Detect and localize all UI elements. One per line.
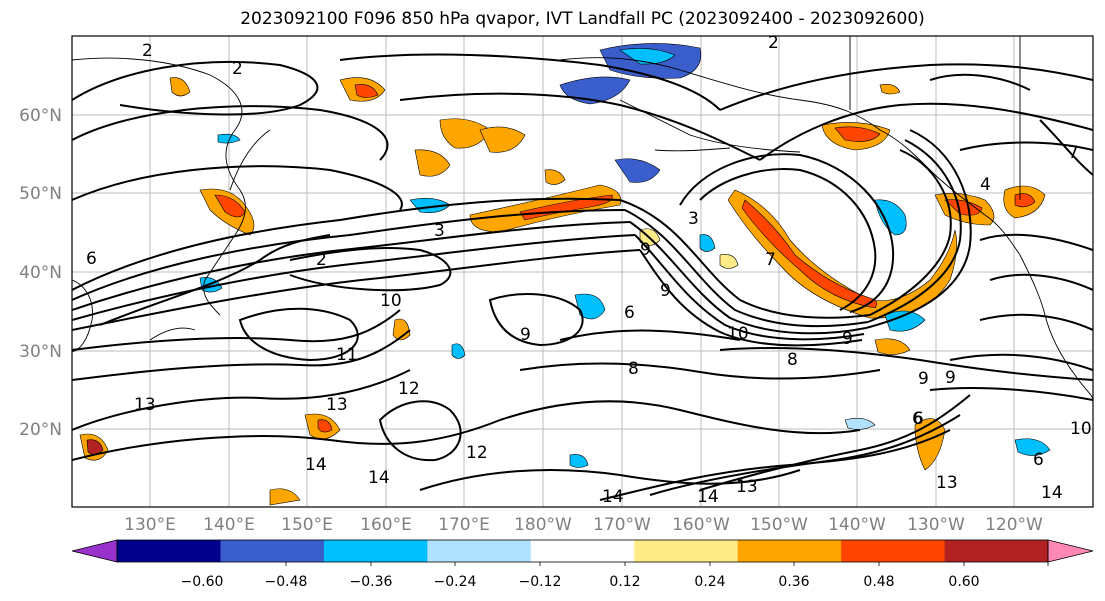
colorbar-segment (530, 540, 635, 562)
contour-label: 13 (736, 477, 758, 497)
lon-label: 140°W (828, 515, 886, 535)
colorbar-frame (116, 539, 1049, 563)
coastlines (72, 36, 1093, 401)
contour-label: 9 (918, 369, 929, 389)
contour-label: 9 (842, 329, 853, 349)
map-frame (71, 35, 1094, 508)
lon-label: 180°W (514, 515, 572, 535)
contour-label: 2 (232, 59, 243, 79)
ivt-contours (72, 53, 1093, 501)
contour-label: 4 (980, 175, 991, 195)
contour-label: 3 (688, 209, 699, 229)
contour-label: 9 (520, 325, 531, 345)
colorbar-segment (841, 540, 946, 562)
lat-label: 30°N (19, 342, 62, 362)
colorbar-segment (634, 540, 739, 562)
colorbar-segments (117, 540, 1049, 562)
colorbar-segment (737, 540, 842, 562)
contour-label: 2 (768, 33, 779, 53)
contour-label: 12 (466, 443, 488, 463)
lat-label: 20°N (19, 420, 62, 440)
contour-label: 13 (134, 395, 156, 415)
contour-label: 8 (787, 350, 798, 370)
map-panel: 2 2 2 3 3 2 4 6 6 6 9 9 9 9 9 10 10 10 1… (71, 33, 1094, 508)
contour-label: 6 (913, 409, 924, 429)
contour-label: 14 (1041, 483, 1063, 503)
contour-label: 14 (368, 468, 390, 488)
lon-label: 130°E (124, 515, 176, 535)
colorbar-tick-label: −0.24 (434, 574, 477, 590)
colorbar-tick-label: 0.48 (863, 574, 894, 590)
contour-label: 10 (380, 291, 402, 311)
contour-label: 14 (305, 455, 327, 475)
contour-label: 6 (86, 249, 97, 269)
contour-label: 8 (628, 359, 639, 379)
contour-label: 6 (1033, 450, 1044, 470)
lon-label: 160°W (672, 515, 730, 535)
lon-label: 170°E (438, 515, 490, 535)
contour-label: 9 (640, 240, 651, 260)
contour-label-layer: 2 2 2 3 3 2 4 6 6 6 9 9 9 9 9 10 10 10 1… (86, 33, 1092, 507)
colorbar-tick-label: −0.60 (181, 574, 224, 590)
colorbar: −0.60 −0.48 −0.36 −0.24 −0.12 0.12 0.24 … (71, 539, 1094, 590)
contour-label: 7 (1068, 143, 1079, 163)
contour-label: 13 (936, 473, 958, 493)
contour-label: 9 (660, 281, 671, 301)
contour-label: 12 (398, 379, 420, 399)
colorbar-segment (944, 540, 1049, 562)
contour-label: 7 (765, 250, 776, 270)
contour-label: 2 (142, 41, 153, 61)
colorbar-tick-label: 0.12 (609, 574, 640, 590)
lon-label: 120°W (985, 515, 1043, 535)
longitude-labels: 130°E 140°E 150°E 160°E 170°E 180°W 170°… (124, 515, 1043, 535)
colorbar-tick-label: 0.36 (778, 574, 809, 590)
colorbar-tick-label: −0.12 (519, 574, 562, 590)
contour-label: 6 (624, 303, 635, 323)
colorbar-ticks (285, 562, 1049, 566)
contour-label: 3 (434, 221, 445, 241)
latitude-labels: 60°N 50°N 40°N 30°N 20°N (19, 106, 62, 440)
contour-label: 6 (912, 409, 923, 429)
contour-label: 13 (326, 395, 348, 415)
colorbar-tick-label: −0.36 (350, 574, 393, 590)
colorbar-segment (220, 540, 325, 562)
lon-label: 150°W (750, 515, 808, 535)
lat-label: 60°N (19, 106, 62, 126)
colorbar-tick-label: 0.60 (948, 574, 979, 590)
contour-label: 11 (336, 345, 358, 365)
lon-label: 130°W (907, 515, 965, 535)
contour-label: 14 (697, 487, 719, 507)
colorbar-segment (323, 540, 428, 562)
lon-label: 150°E (281, 515, 333, 535)
lon-label: 140°E (203, 515, 255, 535)
lon-label: 170°W (593, 515, 651, 535)
map-title: 2023092100 F096 850 hPa qvapor, IVT Land… (240, 9, 925, 29)
lat-label: 50°N (19, 184, 62, 204)
colorbar-segment (427, 540, 532, 562)
colorbar-min-extension (71, 539, 118, 563)
colorbar-segment (117, 540, 221, 562)
contour-label: 2 (316, 250, 327, 270)
contour-label: 14 (602, 487, 624, 507)
contour-label: 10 (1070, 419, 1092, 439)
lat-label: 40°N (19, 263, 62, 283)
colorbar-tick-label: 0.24 (694, 574, 725, 590)
colorbar-tick-labels: −0.60 −0.48 −0.36 −0.24 −0.12 0.12 0.24 … (181, 574, 980, 590)
colorbar-tick-label: −0.48 (265, 574, 308, 590)
colorbar-max-extension (1047, 539, 1094, 563)
lon-label: 160°E (360, 515, 412, 535)
contour-label: 10 (727, 324, 749, 344)
contour-label: 9 (945, 368, 956, 388)
